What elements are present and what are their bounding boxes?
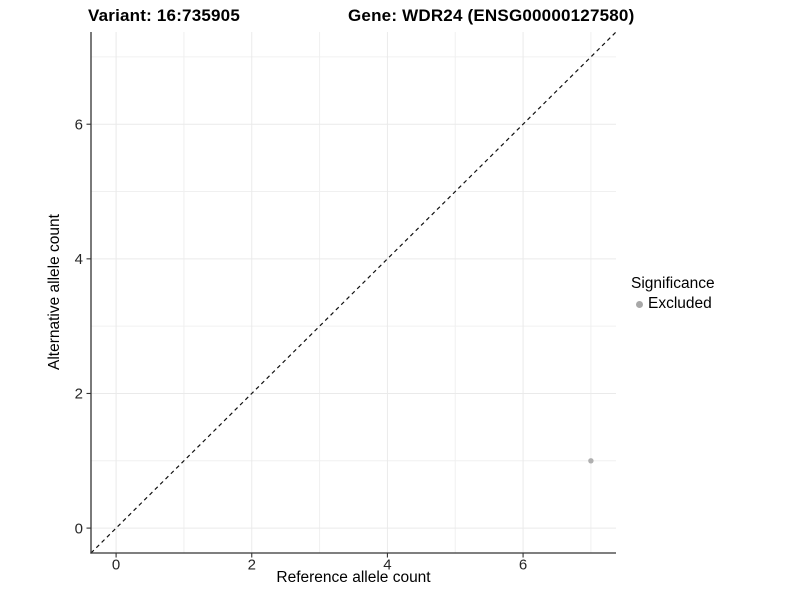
- x-tick-label: 0: [112, 557, 120, 574]
- legend-item-excluded: Excluded: [631, 295, 715, 313]
- y-tick-label: 6: [75, 116, 83, 133]
- y-tick-label: 4: [75, 251, 83, 268]
- y-tick-label: 0: [75, 520, 83, 537]
- legend-point-dot-icon: [636, 300, 643, 308]
- y-tick-label: 2: [75, 386, 83, 403]
- x-axis-title: Reference allele count: [276, 569, 431, 586]
- data-point: [588, 458, 594, 464]
- x-tick-label: 2: [248, 557, 256, 574]
- plot-title-gene: Gene: WDR24 (ENSG00000127580): [348, 6, 635, 25]
- x-tick-label: 4: [383, 557, 391, 574]
- plot-title-variant: Variant: 16:735905: [88, 6, 240, 25]
- identity-reference-line: [90, 31, 617, 554]
- legend-item-label: Excluded: [648, 295, 712, 312]
- x-tick-label: 6: [519, 557, 527, 574]
- legend: Significance Excluded: [631, 275, 715, 313]
- legend-title: Significance: [631, 275, 715, 292]
